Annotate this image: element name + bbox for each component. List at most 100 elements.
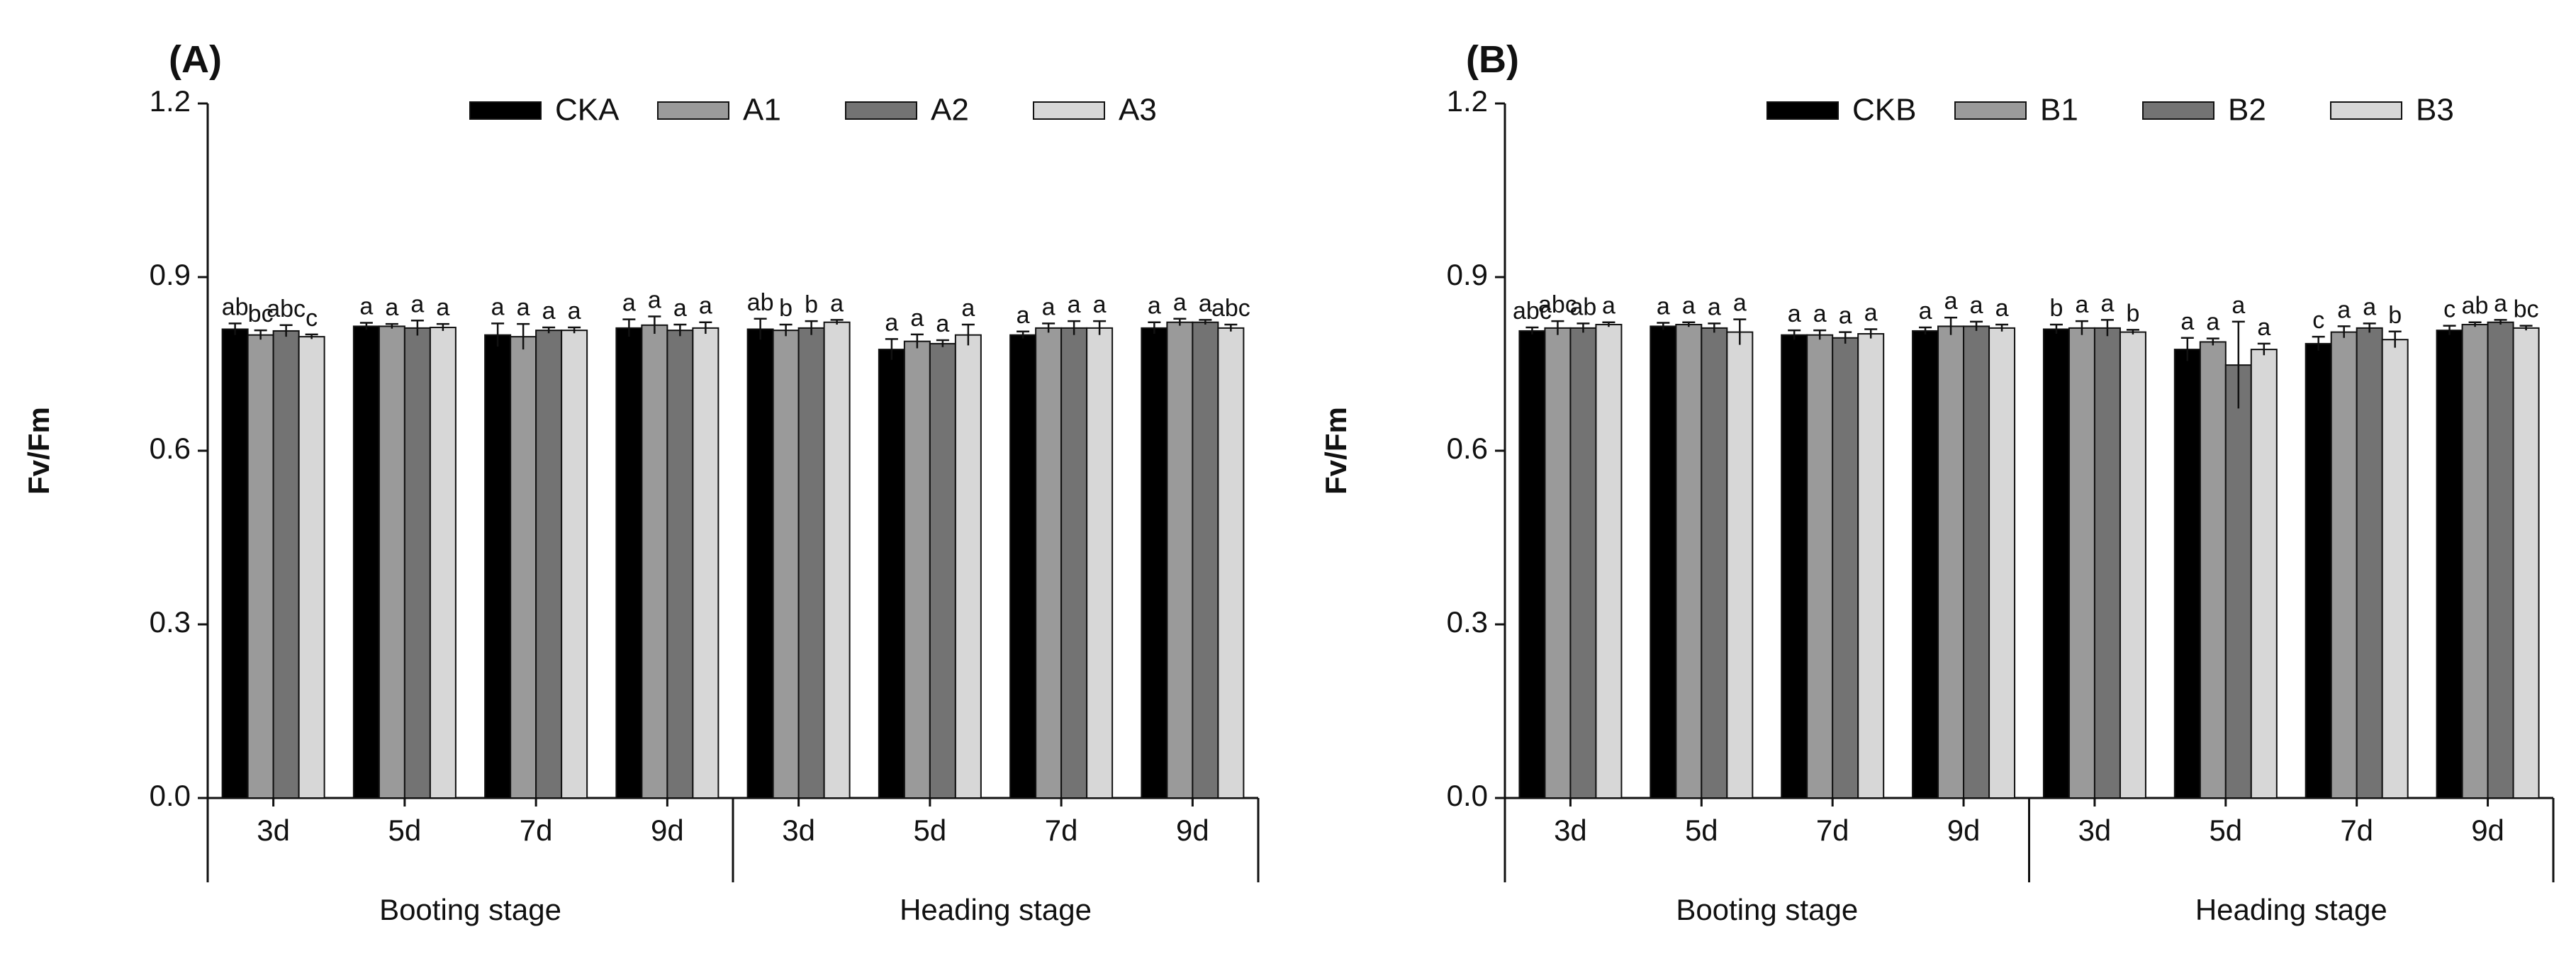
bar-b2-booting-9d [1963,325,1990,799]
bar-a2-booting-9d [666,330,694,799]
bar-cka-heading-7d [1009,334,1037,799]
legend-label-a2: A2 [931,93,969,128]
legend-label-b2: B2 [2228,93,2266,128]
significance-label: a [1682,293,1696,320]
x-category-label: 7d [2340,814,2373,847]
bar-a2-booting-5d [403,327,431,799]
significance-label: ab [1570,293,1597,320]
significance-label: a [491,293,505,320]
bar-ckb-heading-3d [2042,328,2070,799]
y-tick-label: 0.0 [1447,779,1488,812]
significance-label: a [2363,293,2376,320]
bar-a1-heading-7d [1035,327,1063,799]
bar-b1-heading-3d [2068,327,2095,799]
legend-swatch-a2 [845,101,917,120]
bar-a3-booting-7d [561,330,588,799]
bar-cka-booting-3d [221,328,249,799]
panel-label: (A) [169,38,222,81]
significance-label: a [359,293,373,320]
significance-label: b [779,295,793,322]
legend-label-a3: A3 [1119,93,1157,128]
x-category-label: 3d [782,814,815,847]
bar-cka-booting-5d [352,325,380,799]
legend-label-b3: B3 [2416,93,2454,128]
significance-label: ab [747,289,774,316]
significance-label: a [2180,308,2194,335]
significance-label: a [1813,300,1827,327]
y-tick-label: 0.6 [150,432,191,465]
x-category-label: 5d [914,814,947,847]
significance-label: bc [2514,296,2539,323]
significance-label: c [306,305,318,332]
bar-b3-booting-9d [1988,327,2016,799]
bar-b1-heading-7d [2330,331,2358,799]
group-label-booting-stage: Booting stage [1676,893,1858,926]
bar-b2-heading-7d [2356,327,2383,799]
significance-label: b [805,291,818,318]
bar-a1-booting-7d [510,336,537,799]
bar-a2-heading-5d [929,342,956,799]
significance-label: a [2075,291,2088,318]
bar-b3-booting-5d [1726,331,1754,799]
bar-b3-heading-9d [2512,327,2540,799]
x-category-label: 5d [1685,814,1718,847]
significance-label: a [1042,293,1055,320]
bar-ckb-booting-7d [1781,334,1808,799]
x-category-label: 7d [1816,814,1849,847]
bar-ckb-heading-7d [2305,342,2332,799]
bar-a1-booting-5d [378,325,405,799]
y-tick-label: 0.6 [1447,432,1488,465]
bar-a1-heading-3d [772,330,800,799]
significance-label: a [436,294,449,321]
bar-a3-booting-5d [429,327,457,799]
legend-swatch-b3 [2330,101,2402,120]
bar-a3-heading-5d [954,334,982,799]
bar-ckb-booting-3d [1518,330,1546,799]
bar-a2-booting-7d [535,330,563,799]
bar-a3-heading-9d [1217,327,1245,799]
significance-label: a [2206,309,2219,336]
significance-label: a [1839,303,1852,330]
x-category-label: 5d [388,814,422,847]
significance-label: abc [1538,291,1577,318]
legend-swatch-cka [469,101,542,120]
significance-label: a [2231,292,2245,319]
legend-label-cka: CKA [555,93,620,128]
x-category-label: 3d [257,814,290,847]
significance-label: a [2100,290,2114,317]
bar-b3-heading-7d [2381,339,2409,799]
group-label-heading-stage: Heading stage [900,893,1092,926]
significance-label: c [2443,296,2455,323]
x-category-label: 7d [520,814,553,847]
significance-label: a [699,293,712,320]
bar-a3-heading-7d [1086,327,1114,799]
bar-a1-booting-3d [247,334,274,799]
significance-label: a [1733,290,1747,317]
y-tick-label: 0.9 [1447,258,1488,291]
significance-label: a [1788,300,1801,327]
bar-ckb-booting-5d [1650,325,1677,799]
significance-label: a [1657,293,1670,320]
x-category-label: 3d [2078,814,2112,847]
significance-label: a [1602,293,1615,320]
bar-b3-booting-3d [1595,323,1623,799]
bar-b1-booting-5d [1675,323,1703,799]
significance-label: a [542,298,556,325]
bar-a2-heading-3d [797,327,825,799]
significance-label: a [622,290,636,317]
y-tick-label: 0.3 [1447,605,1488,639]
x-category-label: 9d [2471,814,2504,847]
y-axis-label: Fv/Fm [22,407,55,495]
significance-label: b [2126,300,2139,327]
bar-b1-heading-5d [2199,341,2227,799]
significance-label: a [1864,300,1878,327]
significance-label: b [2049,295,2063,322]
significance-label: a [1708,293,1721,320]
significance-label: a [1970,292,1983,319]
significance-label: a [410,291,424,317]
legend-swatch-a1 [657,101,729,120]
significance-label: c [2312,307,2324,334]
significance-label: bc [248,300,274,327]
significance-label: ab [222,293,249,320]
